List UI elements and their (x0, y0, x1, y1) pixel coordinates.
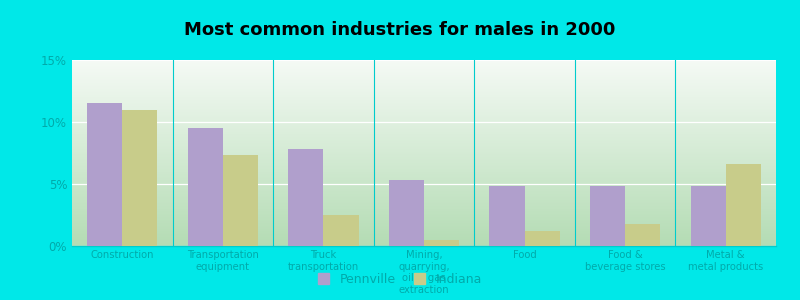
Bar (490, 187, 525, 246)
Bar (690, 187, 726, 246)
Bar (87, 103, 122, 246)
Text: Most common industries for males in 2000: Most common industries for males in 2000 (184, 21, 616, 39)
Bar (223, 155, 258, 246)
Bar (389, 180, 424, 246)
Bar (525, 231, 560, 246)
Bar (590, 187, 625, 246)
Bar (625, 224, 660, 246)
Bar (726, 164, 761, 246)
Bar (424, 240, 459, 246)
Bar (122, 110, 158, 246)
Bar (323, 215, 358, 246)
Legend: Pennville, Indiana: Pennville, Indiana (313, 268, 487, 291)
Bar (288, 149, 323, 246)
Bar (188, 128, 223, 246)
